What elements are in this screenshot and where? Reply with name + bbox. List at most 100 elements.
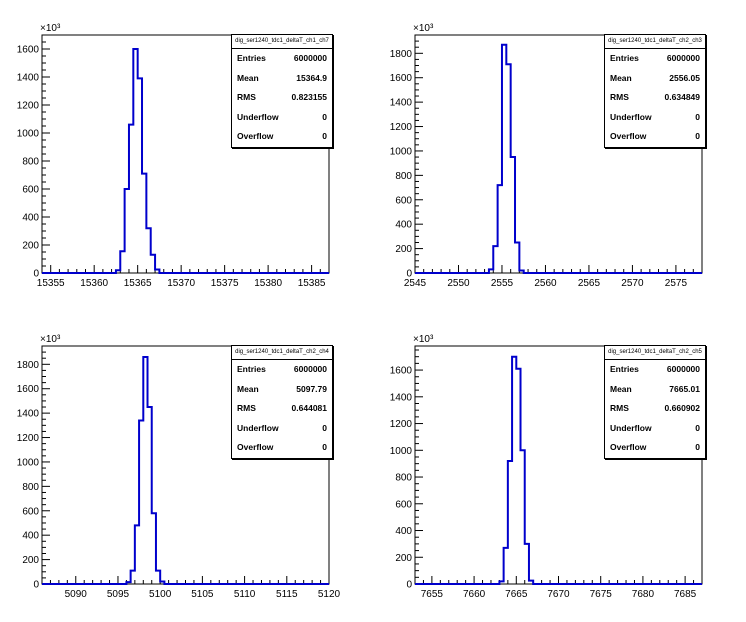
y-tick-label: 1600 — [390, 73, 413, 84]
stats-box-1: dig_ser1240_tdc1_deltaT_ch2_ch3 Entries 6… — [604, 34, 706, 148]
x-tick-label: 5105 — [191, 589, 214, 600]
x-tick-label: 7675 — [590, 589, 613, 600]
y-tick-label: 200 — [22, 241, 39, 252]
stat-row-rms: RMS 0.634849 — [610, 92, 700, 102]
histogram-plot-3: 7655 7660 7665 7670 7675 7680 7685 0 200 400 600 80… — [390, 334, 703, 600]
y-tick-label: 400 — [22, 531, 39, 542]
x-tick-label: 5095 — [107, 589, 130, 600]
exponent-label-3: ×10³ — [413, 334, 434, 345]
stat-row-entries: Entries 6000000 — [610, 53, 700, 63]
y-tick-label: 600 — [22, 506, 39, 517]
x-tick-label: 15375 — [211, 278, 239, 289]
y-tick-label: 400 — [22, 213, 39, 224]
x-tick-label: 15385 — [298, 278, 326, 289]
x-tick-label: 7655 — [421, 589, 444, 600]
x-tick-label: 2555 — [491, 278, 514, 289]
x-tick-label: 15355 — [37, 278, 65, 289]
axes-1: 2545 2550 2555 2560 2565 2570 2575 0 200 400 600 80… — [390, 34, 703, 289]
histogram-title-2: dig_ser1240_tdc1_deltaT_ch2_ch4 — [232, 346, 332, 360]
x-tick-label: 15365 — [124, 278, 152, 289]
histogram-line-3 — [415, 355, 702, 585]
x-tick-label: 15380 — [254, 278, 282, 289]
histogram-plot-0: 15355 15360 15365 15370 15375 15380 15385 0 200 4… — [17, 23, 330, 289]
stat-row-entries: Entries 6000000 — [237, 364, 327, 374]
y-tick-label: 0 — [406, 269, 412, 280]
x-tick-label: 7670 — [547, 589, 570, 600]
histogram-plot-2: 5090 5095 5100 5105 5110 5115 5120 0 200 400 600 80… — [17, 334, 341, 600]
stat-row-rms: RMS 0.644081 — [237, 403, 327, 413]
stats-box-0: dig_ser1240_tdc1_deltaT_ch1_ch7 Entries 6… — [231, 34, 333, 148]
y-tick-label: 0 — [406, 580, 412, 591]
histogram-plot-1: 2545 2550 2555 2560 2565 2570 2575 0 200 400 600 80… — [390, 23, 703, 289]
stats-box-3: dig_ser1240_tdc1_deltaT_ch2_ch5 Entries 6… — [604, 345, 706, 459]
x-tick-label: 2575 — [665, 278, 688, 289]
y-tick-label: 1200 — [17, 433, 40, 444]
y-tick-label: 1000 — [17, 457, 40, 468]
y-tick-label: 800 — [22, 482, 39, 493]
stat-row-underflow: Underflow 0 — [237, 111, 327, 122]
y-tick-label: 600 — [22, 185, 39, 196]
x-tick-label: 2550 — [447, 278, 470, 289]
stat-row-mean: Mean 7665.01 — [610, 383, 700, 394]
exponent-label-1: ×10³ — [413, 23, 434, 34]
histogram-line-0 — [42, 48, 329, 274]
stat-row-underflow: Underflow 0 — [237, 422, 327, 433]
y-tick-label: 1200 — [17, 101, 40, 112]
x-tick-label: 2545 — [404, 278, 427, 289]
y-tick-label: 400 — [395, 526, 412, 537]
histogram-pad-0: 15355 15360 15365 15370 15375 15380 15385 0 200 4… — [0, 0, 373, 311]
stat-row-mean: Mean 15364.9 — [237, 72, 327, 83]
y-tick-label: 1200 — [390, 122, 413, 133]
stat-row-overflow: Overflow 0 — [237, 131, 327, 141]
x-tick-label: 5100 — [149, 589, 172, 600]
y-tick-label: 200 — [395, 553, 412, 564]
y-tick-label: 0 — [33, 580, 39, 591]
y-tick-label: 1000 — [17, 129, 40, 140]
histogram-title-1: dig_ser1240_tdc1_deltaT_ch2_ch3 — [605, 35, 705, 49]
stat-row-underflow: Underflow 0 — [610, 422, 700, 433]
y-tick-label: 1000 — [390, 446, 413, 457]
y-tick-label: 1800 — [17, 360, 40, 371]
x-tick-label: 5115 — [276, 589, 298, 600]
histogram-pad-3: 7655 7660 7665 7670 7675 7680 7685 0 200 400 600 80… — [373, 311, 746, 622]
exponent-label-2: ×10³ — [40, 334, 61, 345]
x-tick-label: 5090 — [65, 589, 88, 600]
x-tick-label: 15360 — [80, 278, 108, 289]
y-tick-label: 200 — [395, 244, 412, 255]
y-tick-label: 1200 — [390, 419, 413, 430]
x-tick-label: 7660 — [463, 589, 486, 600]
stat-row-entries: Entries 6000000 — [237, 53, 327, 63]
histogram-title-3: dig_ser1240_tdc1_deltaT_ch2_ch5 — [605, 346, 705, 360]
y-tick-label: 1800 — [390, 49, 413, 60]
stat-row-mean: Mean 5097.79 — [237, 383, 327, 394]
stat-row-underflow: Underflow 0 — [610, 111, 700, 122]
y-tick-label: 600 — [395, 195, 412, 206]
stat-row-mean: Mean 2556.05 — [610, 72, 700, 83]
stat-row-rms: RMS 0.823155 — [237, 92, 327, 102]
x-tick-label: 2560 — [534, 278, 557, 289]
exponent-label-0: ×10³ — [40, 23, 61, 34]
y-tick-label: 600 — [395, 499, 412, 510]
y-tick-label: 800 — [22, 157, 39, 168]
stat-row-overflow: Overflow 0 — [237, 442, 327, 452]
histogram-line-2 — [42, 355, 329, 585]
x-tick-label: 5120 — [318, 589, 341, 600]
y-tick-label: 1400 — [390, 392, 413, 403]
y-tick-label: 1400 — [17, 409, 40, 420]
x-tick-label: 7680 — [632, 589, 655, 600]
x-tick-label: 5110 — [234, 589, 256, 600]
histogram-pad-2: 5090 5095 5100 5105 5110 5115 5120 0 200 400 600 80… — [0, 311, 373, 622]
stats-box-2: dig_ser1240_tdc1_deltaT_ch2_ch4 Entries 6… — [231, 345, 333, 459]
x-tick-label: 2570 — [621, 278, 644, 289]
stat-row-entries: Entries 6000000 — [610, 364, 700, 374]
x-tick-label: 15370 — [167, 278, 195, 289]
histogram-title-0: dig_ser1240_tdc1_deltaT_ch1_ch7 — [232, 35, 332, 49]
stat-row-rms: RMS 0.660902 — [610, 403, 700, 413]
y-tick-label: 200 — [22, 555, 39, 566]
y-tick-label: 800 — [395, 171, 412, 182]
y-tick-label: 1600 — [17, 45, 40, 56]
stat-row-overflow: Overflow 0 — [610, 131, 700, 141]
x-tick-label: 7685 — [674, 589, 697, 600]
y-tick-label: 1600 — [390, 366, 413, 377]
y-tick-label: 1400 — [390, 98, 413, 109]
